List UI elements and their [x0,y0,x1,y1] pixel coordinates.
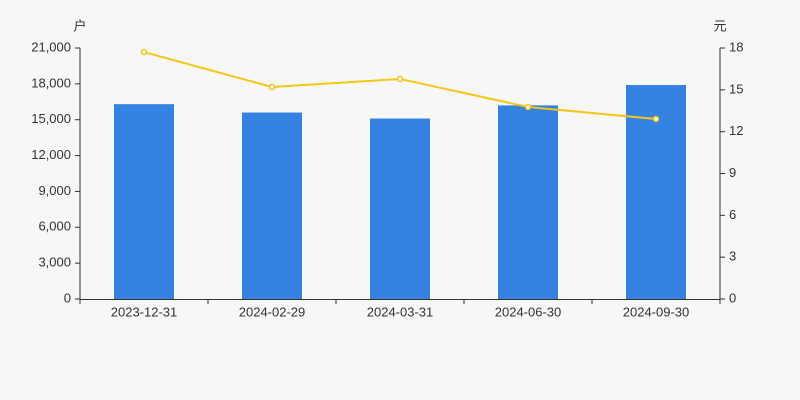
y-tick-label: 6,000 [38,219,71,234]
x-tick-label: 2024-02-29 [239,304,306,319]
x-tick-label: 2024-09-30 [623,304,690,319]
y-tick-label: 15,000 [31,111,71,126]
bar [114,104,174,299]
x-tick-label: 2024-06-30 [495,304,562,319]
y2-tick-label: 9 [729,165,736,180]
y2-tick-label: 6 [729,207,736,222]
bar [498,105,558,299]
y2-tick-label: 18 [729,39,743,54]
y2-tick-label: 3 [729,249,736,264]
line-point [524,103,532,111]
line-point [140,48,148,56]
y2-tick-label: 15 [729,81,743,96]
line-point [396,75,404,83]
line-point [652,115,660,123]
y-tick-label: 9,000 [38,183,71,198]
line [143,51,657,120]
y-axis-label: 户 [73,18,86,33]
y-tick-label: 18,000 [31,75,71,90]
bar [370,118,430,300]
y-tick-label: 21,000 [31,39,71,54]
y-tick-label: 12,000 [31,147,71,162]
y2-tick-label: 12 [729,123,743,138]
bar [242,112,302,300]
y2-tick-label: 0 [729,290,736,305]
line-point [268,83,276,91]
y2-axis-label: 元 [713,18,726,33]
y-tick-label: 3,000 [38,255,71,270]
x-tick-label: 2024-03-31 [367,304,434,319]
y-tick-label: 0 [64,290,71,305]
x-tick-label: 2023-12-31 [111,304,178,319]
